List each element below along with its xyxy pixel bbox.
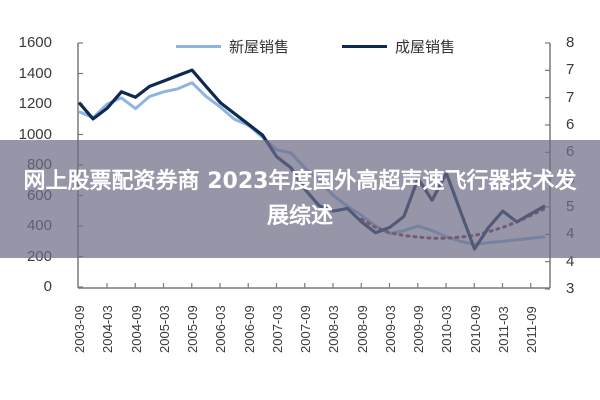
x-tick-label: 2009-03 xyxy=(382,305,398,353)
y-tick-left-label: 0 xyxy=(43,278,52,295)
x-tick-label: 2009-09 xyxy=(411,305,426,353)
y-tick-left-label: 1000 xyxy=(18,125,52,143)
y-tick-left-label: 1600 xyxy=(18,34,52,51)
y-tick-right-label: 4 xyxy=(566,252,575,270)
y-tick-left-label: 1400 xyxy=(18,64,52,82)
x-tick-label: 2008-09 xyxy=(354,305,370,353)
y-tick-left-label: 1200 xyxy=(18,95,52,112)
x-tick-label: 2011-09 xyxy=(524,306,539,353)
x-tick-label: 2005-09 xyxy=(185,305,200,353)
x-tick-label: 2006-09 xyxy=(241,305,257,353)
legend-swatch-light-blue xyxy=(176,45,221,48)
x-tick-label: 2008-03 xyxy=(326,305,342,353)
x-tick-label: 2010-09 xyxy=(467,305,483,353)
y-tick-right-label: 7 xyxy=(566,88,575,106)
x-tick-label: 2004-09 xyxy=(128,305,144,353)
x-tick-label: 2010-03 xyxy=(439,305,455,353)
x-tick-label: 2005-03 xyxy=(156,305,172,353)
y-tick-right-label: 8 xyxy=(566,34,575,51)
x-tick-label: 2003-09 xyxy=(72,305,87,353)
x-tick-label: 2011-03 xyxy=(495,306,511,353)
y-tick-right-label: 6 xyxy=(566,116,575,133)
y-tick-right-label: 3 xyxy=(566,280,575,297)
x-tick-label: 2006-03 xyxy=(213,305,229,353)
title-overlay-banner: 网上股票配资券商 2023年度国外高超声速飞行器技术发展综述 xyxy=(0,140,600,258)
legend-swatch-dark-navy xyxy=(342,45,387,48)
legend-label: 成屋销售 xyxy=(395,39,456,56)
x-tick-label: 2004-03 xyxy=(100,305,116,353)
x-tick-label: 2007-03 xyxy=(269,305,285,353)
legend-item-existing-home-sales: 成屋销售 xyxy=(342,36,455,57)
legend-label: 新屋销售 xyxy=(229,39,290,56)
y-tick-right-label: 7 xyxy=(566,61,575,79)
legend-item-new-home-sales: 新屋销售 xyxy=(176,36,289,57)
x-tick-label: 2007-09 xyxy=(298,305,313,353)
overlay-title: 网上股票配资券商 2023年度国外高超声速飞行器技术发展综述 xyxy=(23,169,577,229)
